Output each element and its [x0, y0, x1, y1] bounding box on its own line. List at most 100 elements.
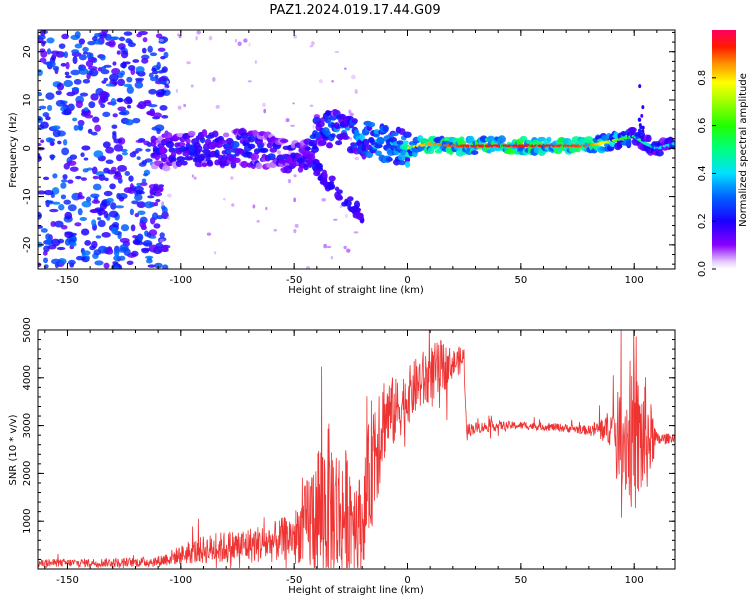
heatmap-cell [84, 114, 94, 119]
heatmap-cell [191, 174, 195, 178]
heatmap-cell [94, 124, 102, 132]
heatmap-cell [100, 69, 110, 75]
heatmap-cell [334, 50, 340, 53]
heatmap-cell [80, 177, 87, 181]
heatmap-cell [163, 87, 168, 91]
heatmap-cell [293, 197, 297, 203]
heatmap-cell [40, 228, 48, 233]
y-tick-label: 5000 [22, 317, 33, 342]
heatmap-cell [331, 80, 334, 83]
heatmap-cell [645, 134, 652, 143]
heatmap-cell [546, 136, 552, 143]
heatmap-cell [87, 128, 93, 134]
heatmap-cell [396, 140, 404, 145]
heatmap-cell [279, 138, 289, 143]
heatmap-cell [133, 185, 144, 193]
y-tick-label: -10 [22, 188, 33, 204]
heatmap-cell [52, 201, 61, 205]
heatmap-cell [97, 217, 102, 221]
heatmap-cell [323, 243, 328, 249]
heatmap-cell [90, 93, 99, 101]
heatmap-cell [356, 212, 364, 221]
heatmap-cell [316, 120, 325, 128]
heatmap-cell [156, 128, 161, 135]
heatmap-cell [185, 138, 191, 144]
heatmap-cell [69, 166, 79, 172]
heatmap-cell [72, 56, 78, 65]
heatmap-cell [255, 162, 263, 170]
heatmap-cell [341, 201, 348, 207]
heatmap-cell [90, 209, 97, 213]
heatmap-cell [113, 144, 124, 152]
heatmap-cell [47, 104, 53, 112]
heatmap-cell [112, 61, 117, 66]
y-tick-label: 1000 [22, 508, 33, 533]
heatmap-cell [287, 179, 292, 184]
heatmap-cell [176, 156, 186, 162]
heatmap-cell [326, 245, 332, 249]
snr-panel: -150 -100 -50 0 50 100 1000 2000 3000 4000 5000 He… [8, 317, 676, 596]
heatmap-cell [52, 65, 60, 71]
heatmap-cell [214, 251, 217, 255]
heatmap-cell [67, 204, 77, 212]
heatmap-cell [247, 80, 252, 83]
heatmap-cell [77, 191, 83, 199]
heatmap-cell [318, 79, 323, 84]
heatmap-cell [101, 80, 107, 84]
spectrogram-ylabel: Frequency (Hz) [8, 112, 19, 188]
heatmap-cell [638, 117, 642, 122]
heatmap-cell [86, 51, 92, 59]
heatmap-cell [212, 77, 216, 82]
heatmap-cell [638, 84, 642, 89]
heatmap-cell [147, 257, 152, 261]
heatmap-cell [170, 151, 177, 158]
heatmap-cell [92, 116, 100, 123]
heatmap-cell [82, 51, 89, 55]
heatmap-cell [52, 129, 62, 138]
heatmap-cell [85, 60, 94, 68]
heatmap-cell [629, 127, 636, 133]
heatmap-cell [114, 205, 125, 209]
heatmap-cell [324, 116, 332, 124]
heatmap-cell [101, 66, 107, 70]
heatmap-cell [158, 76, 167, 82]
heatmap-cell [120, 62, 128, 69]
heatmap-cell [126, 85, 134, 94]
heatmap-cell [80, 228, 90, 236]
heatmap-cell [206, 159, 213, 166]
heatmap-cell [77, 208, 83, 216]
heatmap-cell [98, 98, 104, 106]
heatmap-cell [327, 184, 334, 191]
spectrogram-heatmap [38, 30, 675, 269]
heatmap-cell [297, 166, 304, 173]
heatmap-cell [312, 144, 318, 150]
heatmap-cell [109, 183, 116, 190]
heatmap-cell [105, 83, 115, 87]
heatmap-cell [294, 223, 299, 228]
heatmap-cell [253, 148, 261, 155]
heatmap-cell [159, 105, 168, 111]
heatmap-cell [97, 67, 103, 72]
heatmap-cell [75, 100, 83, 109]
heatmap-cell [160, 245, 169, 252]
heatmap-cell [115, 154, 123, 162]
heatmap-cell [187, 130, 196, 137]
x-tick-label: -50 [286, 575, 302, 586]
snr-xlabel: Height of straight line (km) [288, 585, 424, 596]
heatmap-cell [97, 219, 106, 228]
heatmap-cell [307, 154, 316, 160]
heatmap-cell [46, 48, 52, 55]
heatmap-cell [50, 220, 56, 227]
heatmap-cell [260, 147, 269, 153]
heatmap-cell [50, 154, 55, 161]
heatmap-cell [343, 245, 347, 250]
heatmap-cell [150, 135, 157, 143]
heatmap-cell [230, 161, 237, 169]
heatmap-cell [45, 116, 51, 121]
heatmap-cell [584, 136, 594, 144]
heatmap-cell [304, 146, 311, 151]
heatmap-cell [162, 165, 171, 172]
colorbar-tick-label: 0.4 [697, 165, 708, 181]
heatmap-cell [230, 141, 240, 149]
